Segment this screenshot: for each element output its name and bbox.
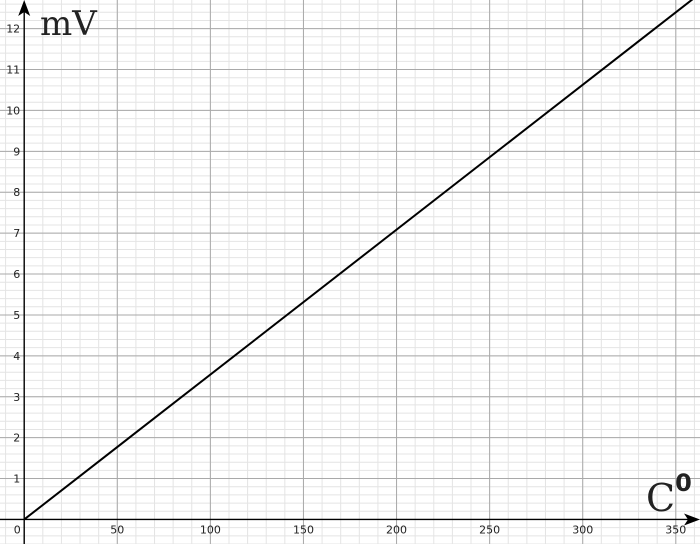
y-tick-label: 9 [13,145,20,158]
y-axis-arrow-icon [18,0,31,16]
x-tick-label: 350 [665,523,686,536]
x-axis-title-superscript: 0 [675,469,692,497]
y-tick-label: 2 [13,432,20,445]
y-tick-label: 3 [13,391,20,404]
y-tick-label: 5 [13,309,20,322]
x-tick-label: 300 [572,523,593,536]
y-axis-title: mV [40,4,98,44]
y-tick-label: 8 [13,186,20,199]
x-axis-arrow-icon [684,513,700,526]
x-tick-labels: 0 50 100 150 200 250 300 350 [14,523,687,536]
x-axis-title-base: C [646,476,675,520]
x-tick-label: 50 [110,523,124,536]
series-line [23,0,694,521]
x-tick-label: 100 [200,523,221,536]
y-tick-label: 7 [13,227,20,240]
y-tick-label: 6 [13,268,20,281]
x-tick-label: 200 [386,523,407,536]
series-lines [23,0,694,521]
x-tick-label: 150 [293,523,314,536]
x-tick-label: 250 [479,523,500,536]
y-tick-label: 1 [13,473,20,486]
y-tick-label: 12 [6,23,20,36]
x-tick-label: 0 [14,523,21,536]
y-tick-label: 11 [6,64,20,77]
x-axis-title: C0 [646,469,692,520]
y-tick-label: 4 [13,350,20,363]
y-tick-label: 10 [6,104,20,117]
